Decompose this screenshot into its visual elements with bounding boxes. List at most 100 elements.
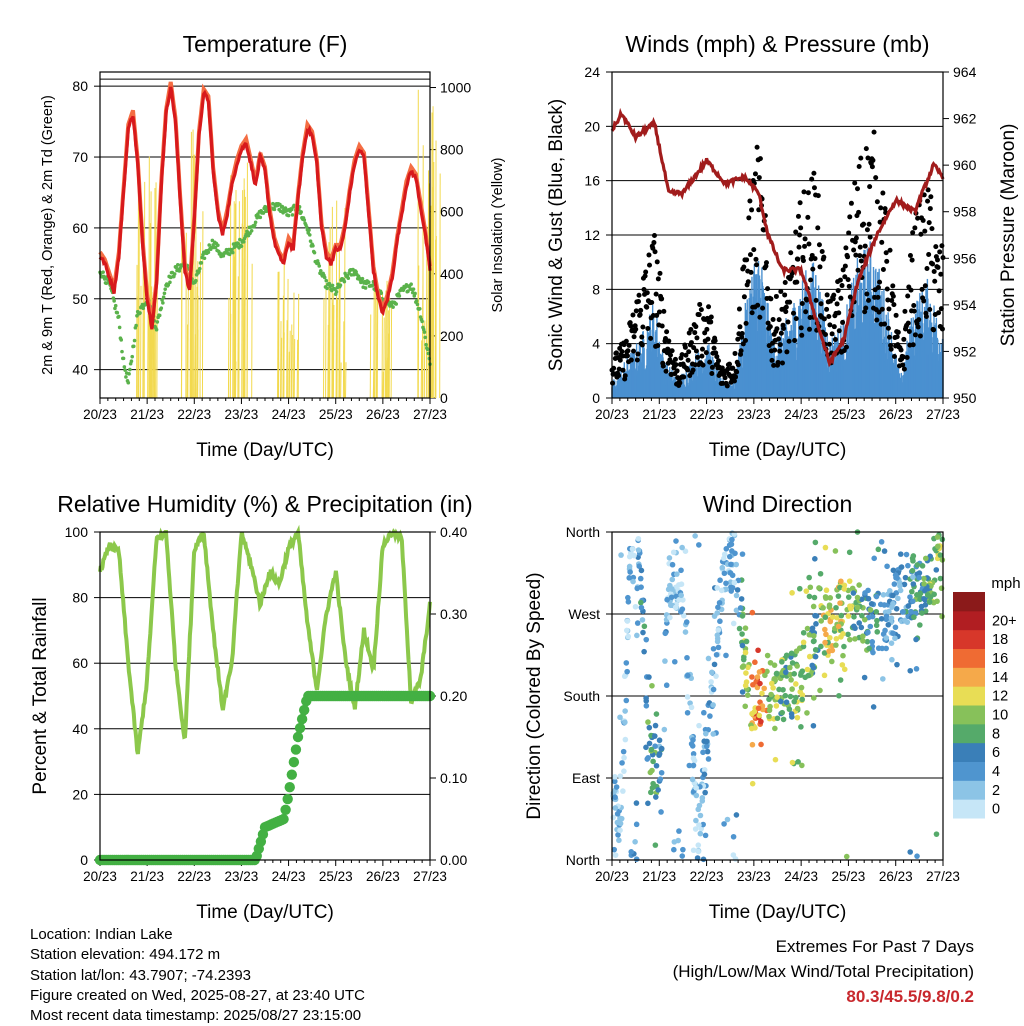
gust-point (880, 191, 885, 196)
direction-point (757, 669, 763, 675)
gust-point (706, 304, 711, 309)
direction-point (622, 719, 628, 725)
dewpoint-point (216, 243, 220, 247)
direction-point (730, 572, 736, 578)
dewpoint-point (133, 339, 137, 343)
location-text: Location: Indian Lake (30, 925, 365, 945)
gust-point (795, 257, 800, 262)
colorbar-swatch (953, 743, 985, 762)
dewpoint-point (324, 279, 328, 283)
dewpoint-point (231, 251, 235, 255)
direction-point (833, 605, 839, 611)
y-tick-label: 16 (584, 173, 600, 189)
y2-tick-label: 960 (953, 157, 977, 173)
gust-point (664, 369, 669, 374)
direction-point (739, 596, 745, 602)
gust-point (840, 320, 845, 325)
direction-point (729, 548, 735, 554)
gust-point (803, 309, 808, 314)
y-tick-label: 60 (72, 655, 88, 671)
direction-point (874, 618, 880, 624)
precip-point (299, 705, 309, 715)
direction-point (617, 714, 623, 720)
gust-point (895, 334, 900, 339)
direction-point (913, 637, 919, 643)
direction-point (676, 582, 682, 588)
direction-point (789, 590, 795, 596)
direction-point (669, 594, 675, 600)
direction-point (905, 563, 911, 569)
direction-point (897, 583, 903, 589)
direction-point (664, 682, 670, 688)
y-tick-label: 0 (80, 852, 88, 868)
gust-point (905, 355, 910, 360)
dewpoint-point (120, 350, 124, 354)
x-tick-label: 25/23 (319, 869, 353, 884)
direction-point (885, 622, 891, 628)
direction-point (833, 548, 839, 554)
direction-point (689, 705, 695, 711)
gust-point (858, 156, 863, 161)
dewpoint-point (423, 336, 427, 340)
direction-point (625, 634, 631, 640)
gust-point (835, 301, 840, 306)
direction-point (914, 592, 920, 598)
direction-point (876, 547, 882, 553)
direction-point (939, 614, 945, 620)
direction-point (795, 706, 801, 712)
gust-point (744, 257, 749, 262)
gust-point (928, 194, 933, 199)
gust-point (771, 317, 776, 322)
direction-point (750, 610, 756, 616)
direction-point (654, 763, 660, 769)
x-tick-label: 24/23 (784, 869, 818, 884)
direction-point (722, 570, 728, 576)
direction-point (921, 581, 927, 587)
direction-point (774, 703, 780, 709)
gust-point (768, 296, 773, 301)
dewpoint-point (394, 302, 398, 306)
direction-point (750, 682, 756, 688)
direction-point (790, 660, 796, 666)
direction-point (911, 553, 917, 559)
dewpoint-point (240, 244, 244, 248)
gust-point (791, 311, 796, 316)
dewpoint-point (308, 233, 312, 237)
direction-point (910, 574, 916, 580)
gust-point (801, 258, 806, 263)
gust-point (754, 262, 759, 267)
y2-axis-label: Solar Insolation (Yellow) (490, 157, 506, 312)
direction-point (642, 623, 648, 629)
direction-point (685, 694, 691, 700)
gust-point (619, 349, 624, 354)
gust-point (784, 349, 789, 354)
direction-point (643, 637, 649, 643)
gust-point (639, 335, 644, 340)
direction-point (634, 822, 640, 828)
gust-point (743, 338, 748, 343)
gust-point (616, 373, 621, 378)
direction-point (811, 695, 817, 701)
gust-point (880, 307, 885, 312)
direction-point (911, 614, 917, 620)
direction-point (752, 709, 758, 715)
x-tick-label: 24/23 (272, 407, 306, 422)
direction-point (820, 605, 826, 611)
direction-point (841, 586, 847, 592)
direction-point (644, 703, 650, 709)
dewpoint-point (168, 280, 172, 284)
dewpoint-point (391, 305, 395, 309)
direction-point (621, 749, 627, 755)
dewpoint-point (163, 291, 167, 295)
gust-point (837, 328, 842, 333)
direction-point (779, 659, 785, 665)
direction-point (646, 725, 652, 731)
gust-point (694, 348, 699, 353)
direction-point (710, 702, 716, 708)
colorbar-label: 16 (992, 651, 1008, 667)
gust-point (882, 322, 887, 327)
gust-point (805, 215, 810, 220)
direction-point (649, 683, 655, 689)
gust-point (927, 220, 932, 225)
direction-point (679, 545, 685, 551)
